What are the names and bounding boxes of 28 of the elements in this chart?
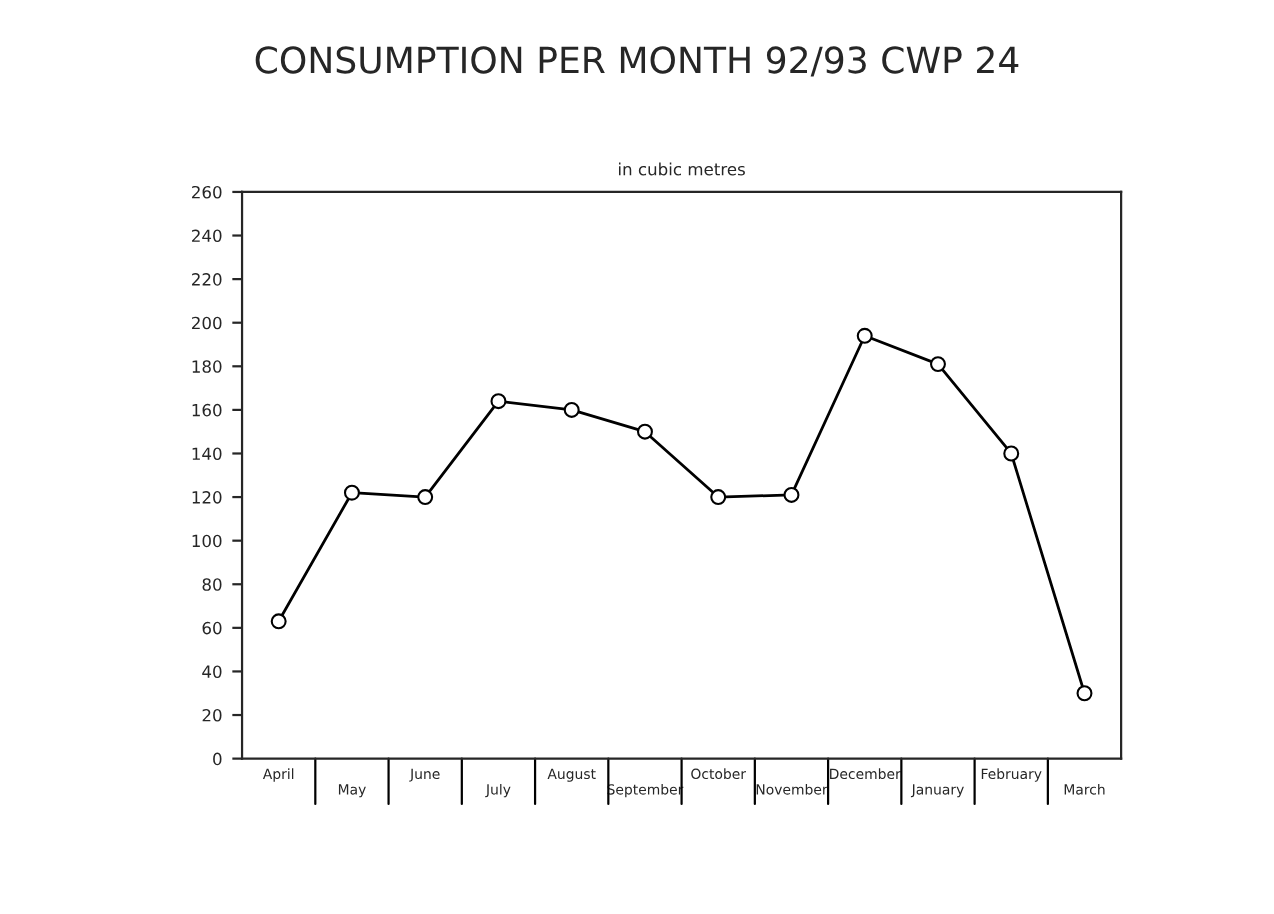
y-tick-label: 120 — [192, 491, 222, 504]
chart-subtitle: in cubic metres — [619, 162, 745, 176]
point — [783, 486, 800, 503]
point — [417, 489, 434, 506]
y-tick-label: 80 — [202, 578, 222, 591]
point — [490, 393, 507, 410]
point — [1003, 445, 1020, 462]
y-tick-label: 0 — [213, 752, 222, 766]
point — [930, 356, 946, 373]
y-tick-label: 100 — [192, 534, 222, 548]
point — [856, 327, 873, 344]
point — [710, 489, 727, 506]
y-tick-label: 40 — [202, 665, 222, 679]
y-tick-label: 200 — [192, 316, 222, 330]
y-tick-label: 20 — [202, 708, 222, 722]
chart-title: CONSUMPTION PER MONTH 92/93 CWP 24 — [255, 46, 1019, 77]
point — [563, 401, 580, 418]
y-tick-label: 260 — [192, 185, 222, 199]
y-tick-label: 180 — [192, 360, 222, 373]
point — [270, 613, 287, 630]
y-tick-label: 240 — [192, 229, 222, 243]
y-tick-label: 60 — [202, 621, 222, 635]
y-tick-label: 140 — [192, 447, 222, 461]
point — [1076, 685, 1093, 702]
point — [636, 423, 653, 440]
y-tick-label: 160 — [192, 403, 222, 417]
y-tick-label: 220 — [192, 273, 222, 286]
point — [343, 484, 360, 501]
